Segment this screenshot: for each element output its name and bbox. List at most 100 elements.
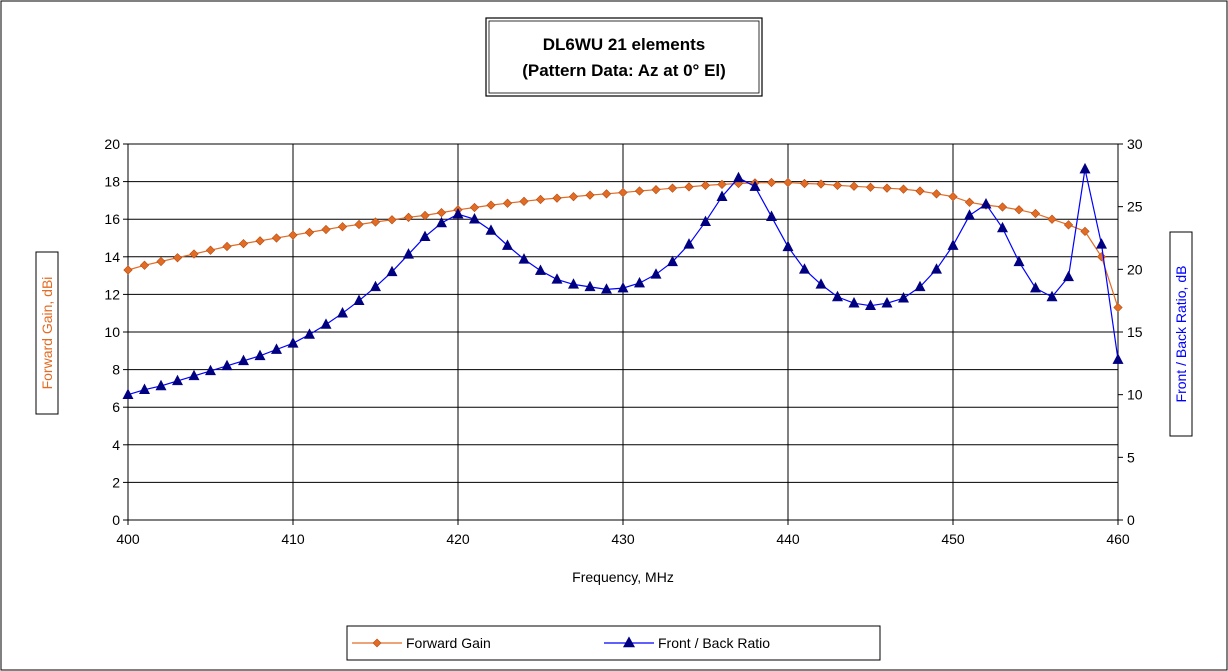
data-point-front-back-ratio xyxy=(122,388,134,399)
y2-axis-title: Front / Back Ratio, dB xyxy=(1173,266,1189,403)
data-point-forward-gain xyxy=(403,212,414,222)
y2-tick-label: 30 xyxy=(1127,136,1143,152)
data-point-front-back-ratio xyxy=(1096,238,1107,249)
x-tick-label: 440 xyxy=(776,531,800,547)
data-point-front-back-ratio xyxy=(584,280,596,292)
data-point-front-back-ratio xyxy=(551,273,563,284)
data-point-front-back-ratio xyxy=(419,230,431,242)
data-point-front-back-ratio xyxy=(749,180,761,191)
x-tick-label: 450 xyxy=(941,531,965,547)
y2-tick-label: 0 xyxy=(1127,512,1135,528)
y-axis-title-frame xyxy=(35,251,59,415)
data-point-forward-gain xyxy=(139,260,150,270)
x-tick-label: 460 xyxy=(1106,531,1130,547)
data-point-forward-gain xyxy=(964,197,975,207)
y2-tick-label: 15 xyxy=(1127,324,1143,340)
data-point-front-back-ratio xyxy=(733,171,744,183)
data-point-forward-gain xyxy=(387,215,397,225)
x-axis-title: Frequency, MHz xyxy=(572,569,674,585)
y-tick-label: 10 xyxy=(104,324,120,340)
x-tick-label: 410 xyxy=(281,531,305,547)
data-point-front-back-ratio xyxy=(535,264,546,275)
y-axis-title: Forward Gain, dBi xyxy=(39,277,55,390)
data-point-forward-gain xyxy=(634,186,645,196)
data-point-front-back-ratio xyxy=(832,290,843,302)
data-point-forward-gain xyxy=(205,245,216,255)
data-point-front-back-ratio xyxy=(155,379,167,391)
data-point-front-back-ratio xyxy=(1030,281,1041,293)
data-point-forward-gain xyxy=(816,179,826,189)
data-point-forward-gain xyxy=(898,184,909,194)
data-point-front-back-ratio xyxy=(650,268,662,279)
y-tick-label: 14 xyxy=(104,249,120,265)
data-point-forward-gain xyxy=(535,194,546,205)
data-point-forward-gain xyxy=(354,219,364,230)
data-point-forward-gain xyxy=(1113,302,1123,313)
data-point-front-back-ratio xyxy=(634,276,645,288)
y-tick-label: 18 xyxy=(104,174,120,190)
data-point-front-back-ratio xyxy=(782,240,794,252)
y-tick-label: 2 xyxy=(112,474,120,490)
title-inner-frame xyxy=(488,20,760,94)
data-point-forward-gain xyxy=(997,202,1008,212)
y-tick-label: 20 xyxy=(104,136,120,152)
x-tick-label: 420 xyxy=(446,531,470,547)
data-point-forward-gain xyxy=(700,180,711,190)
data-point-front-back-ratio xyxy=(848,297,860,308)
data-point-front-back-ratio xyxy=(617,281,629,293)
data-point-forward-gain xyxy=(783,177,793,188)
data-point-front-back-ratio xyxy=(205,364,216,376)
data-point-forward-gain xyxy=(172,253,183,263)
chart-title: DL6WU 21 elements xyxy=(543,35,706,54)
data-point-forward-gain xyxy=(519,196,529,206)
y-axis-title-box: Forward Gain, dBi xyxy=(35,251,59,415)
data-point-front-back-ratio xyxy=(1112,353,1124,364)
data-point-front-back-ratio xyxy=(881,297,893,308)
data-point-front-back-ratio xyxy=(485,224,497,235)
data-point-forward-gain xyxy=(717,179,727,190)
data-point-forward-gain xyxy=(915,186,925,196)
data-point-front-back-ratio xyxy=(931,263,942,274)
data-point-forward-gain xyxy=(255,236,265,246)
data-point-forward-gain xyxy=(1047,214,1057,224)
data-point-forward-gain xyxy=(766,177,777,188)
grid-lines xyxy=(128,144,1118,520)
y2-tick-label: 25 xyxy=(1127,199,1143,215)
data-point-front-back-ratio xyxy=(172,374,183,386)
data-point-front-back-ratio xyxy=(271,343,282,354)
data-point-front-back-ratio xyxy=(716,190,728,201)
data-point-front-back-ratio xyxy=(568,278,579,289)
data-point-forward-gain xyxy=(832,180,843,190)
data-point-forward-gain xyxy=(304,227,315,237)
data-point-front-back-ratio xyxy=(1063,270,1074,282)
data-point-front-back-ratio xyxy=(502,239,513,250)
legend: Forward Gain Front / Back Ratio xyxy=(346,625,881,661)
data-point-front-back-ratio xyxy=(1079,162,1091,174)
data-point-forward-gain xyxy=(288,230,298,240)
data-point-front-back-ratio xyxy=(700,215,711,227)
data-point-front-back-ratio xyxy=(518,253,530,264)
data-point-front-back-ratio xyxy=(815,278,827,289)
data-point-front-back-ratio xyxy=(386,265,398,277)
legend-label-forward-gain: Forward Gain xyxy=(406,635,491,651)
data-point-forward-gain xyxy=(321,224,331,235)
data-point-front-back-ratio xyxy=(766,210,777,221)
data-point-forward-gain xyxy=(552,193,562,203)
data-point-forward-gain xyxy=(1080,226,1090,237)
data-point-forward-gain xyxy=(1030,208,1041,219)
data-point-front-back-ratio xyxy=(865,299,876,310)
y2-axis-title-box: Front / Back Ratio, dB xyxy=(1169,231,1193,437)
data-point-front-back-ratio xyxy=(320,318,332,329)
data-point-forward-gain xyxy=(189,249,199,259)
data-point-front-back-ratio xyxy=(980,198,992,209)
data-point-front-back-ratio xyxy=(304,328,315,339)
data-point-forward-gain xyxy=(667,183,678,193)
data-point-forward-gain xyxy=(486,200,496,210)
data-point-front-back-ratio xyxy=(683,238,695,249)
data-point-forward-gain xyxy=(601,189,612,199)
data-point-front-back-ratio xyxy=(947,239,959,250)
data-point-forward-gain xyxy=(1063,220,1074,230)
chart-subtitle: (Pattern Data: Az at 0° El) xyxy=(522,61,726,80)
